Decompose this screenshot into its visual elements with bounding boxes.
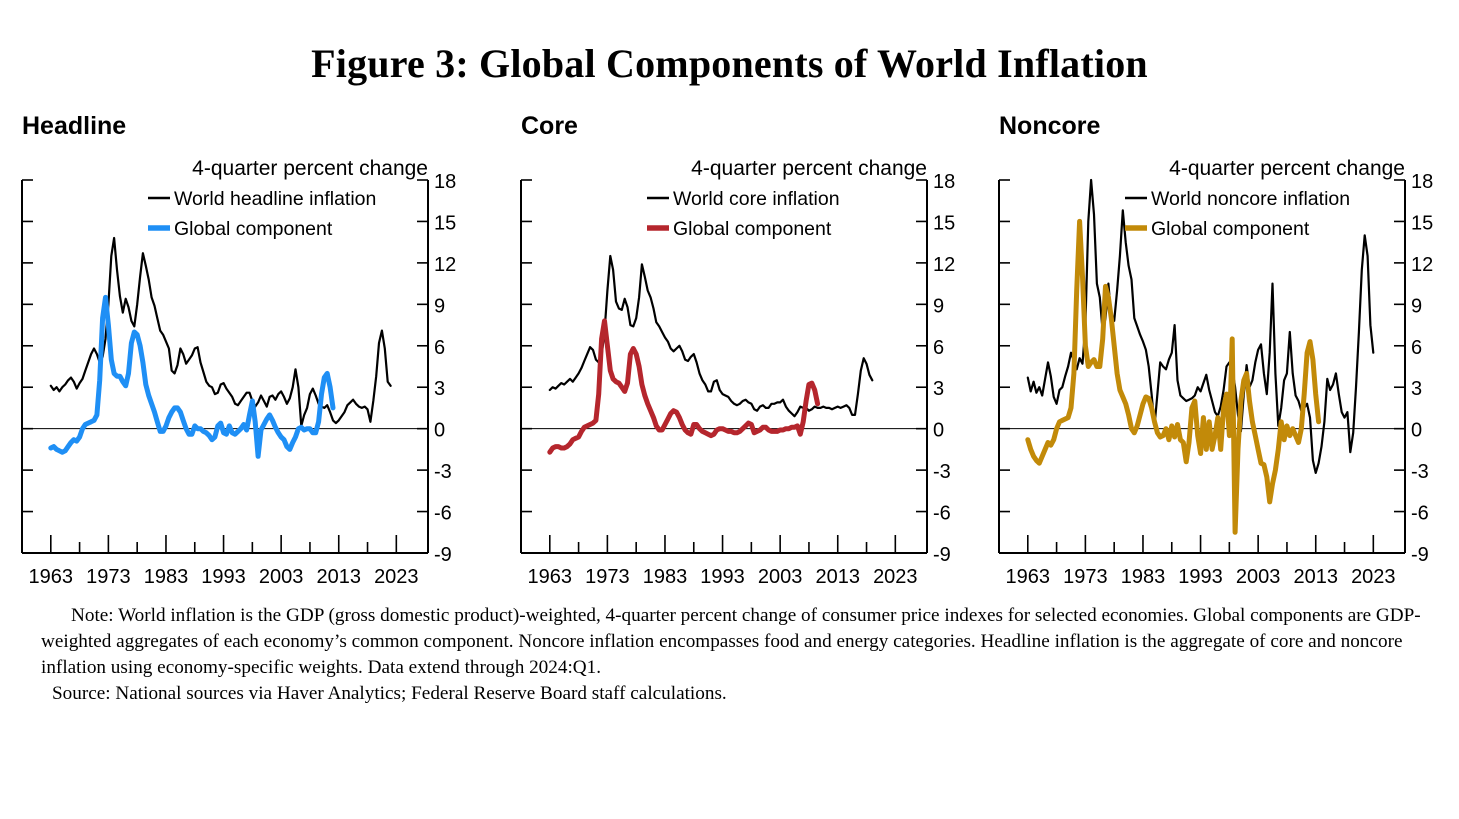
- legend-label: World headline inflation: [174, 188, 376, 210]
- x-tick-label: 1963: [528, 566, 573, 588]
- legend-label: Global component: [1151, 218, 1310, 240]
- y-tick-label: 12: [434, 254, 456, 276]
- y-tick-label: 12: [1411, 254, 1433, 276]
- x-tick-label: 1983: [144, 566, 189, 588]
- y-tick-label: -9: [434, 544, 452, 566]
- legend-label: Global component: [174, 218, 333, 240]
- panel-title-noncore: Noncore: [999, 112, 1101, 140]
- source-text: Source: National sources via Haver Analy…: [52, 683, 727, 704]
- legend-label: World core inflation: [673, 188, 840, 210]
- y-unit-label: 4-quarter percent change: [691, 157, 927, 180]
- x-tick-label: 1993: [201, 566, 246, 588]
- y-tick-label: 9: [933, 295, 944, 317]
- x-tick-label: 2003: [259, 566, 304, 588]
- y-tick-label: -6: [434, 503, 452, 525]
- x-tick-label: 2013: [815, 566, 860, 588]
- x-tick-label: 2013: [1293, 566, 1338, 588]
- y-tick-label: -9: [1411, 544, 1429, 566]
- x-tick-label: 2013: [316, 566, 361, 588]
- panel-title-headline: Headline: [22, 112, 127, 140]
- panel-title-core: Core: [521, 112, 578, 140]
- x-tick-label: 1983: [1121, 566, 1166, 588]
- note-text: Note: World inflation is the GDP (gross …: [41, 605, 1421, 678]
- x-tick-label: 2003: [758, 566, 803, 588]
- y-tick-label: -6: [1411, 503, 1429, 525]
- x-tick-label: 2023: [1351, 566, 1396, 588]
- y-tick-label: -3: [434, 461, 452, 483]
- global-component-line: [48, 294, 336, 459]
- x-tick-label: 2023: [374, 566, 419, 588]
- y-tick-label: 0: [1411, 420, 1422, 442]
- chart-core: -9 -6 -3 0 3 6 9 12 15 18 1963 1973 1983 1993 2003 2013…: [520, 157, 955, 588]
- figure-title: Figure 3: Global Components of World Inf…: [311, 41, 1148, 86]
- legend-label: Global component: [673, 218, 832, 240]
- y-tick-label: -9: [933, 544, 951, 566]
- y-tick-label: 18: [434, 171, 456, 193]
- chart-headline: -9 -6 -3 0 3 6 9 12 15 18 1963 1973 1983 1993 2003 2013…: [21, 157, 456, 588]
- y-tick-label: 0: [933, 420, 944, 442]
- x-tick-label: 1973: [1063, 566, 1108, 588]
- legend-label: World noncore inflation: [1151, 188, 1350, 210]
- y-tick-label: 9: [1411, 295, 1422, 317]
- y-tick-label: 6: [434, 337, 445, 359]
- y-tick-label: -3: [933, 461, 951, 483]
- y-tick-label: -3: [1411, 461, 1429, 483]
- global-component-line: [1025, 218, 1322, 535]
- y-tick-label: 6: [1411, 337, 1422, 359]
- x-tick-label: 2023: [873, 566, 918, 588]
- y-tick-label: 6: [933, 337, 944, 359]
- y-tick-label: 3: [933, 378, 944, 400]
- y-tick-label: -6: [933, 503, 951, 525]
- x-tick-label: 1973: [585, 566, 630, 588]
- x-tick-label: 1993: [700, 566, 745, 588]
- x-tick-label: 1963: [29, 566, 74, 588]
- y-tick-label: 0: [434, 420, 445, 442]
- y-tick-label: 3: [434, 378, 445, 400]
- y-tick-label: 15: [933, 212, 955, 234]
- chart-noncore: -9 -6 -3 0 3 6 9 12 15 18 1963 1973 1983 1993 2003 2013…: [998, 157, 1433, 588]
- y-tick-label: 3: [1411, 378, 1422, 400]
- y-tick-label: 15: [434, 212, 456, 234]
- y-tick-label: 15: [1411, 212, 1433, 234]
- y-unit-label: 4-quarter percent change: [1169, 157, 1405, 180]
- y-tick-label: 9: [434, 295, 445, 317]
- global-component-line: [547, 318, 821, 455]
- x-tick-label: 1993: [1178, 566, 1223, 588]
- x-tick-label: 2003: [1236, 566, 1281, 588]
- y-tick-label: 12: [933, 254, 955, 276]
- y-unit-label: 4-quarter percent change: [192, 157, 428, 180]
- y-tick-label: 18: [1411, 171, 1433, 193]
- figure-notes: Note: World inflation is the GDP (gross …: [41, 603, 1431, 707]
- x-tick-label: 1973: [86, 566, 131, 588]
- y-tick-label: 18: [933, 171, 955, 193]
- x-tick-label: 1983: [643, 566, 688, 588]
- x-tick-label: 1963: [1006, 566, 1051, 588]
